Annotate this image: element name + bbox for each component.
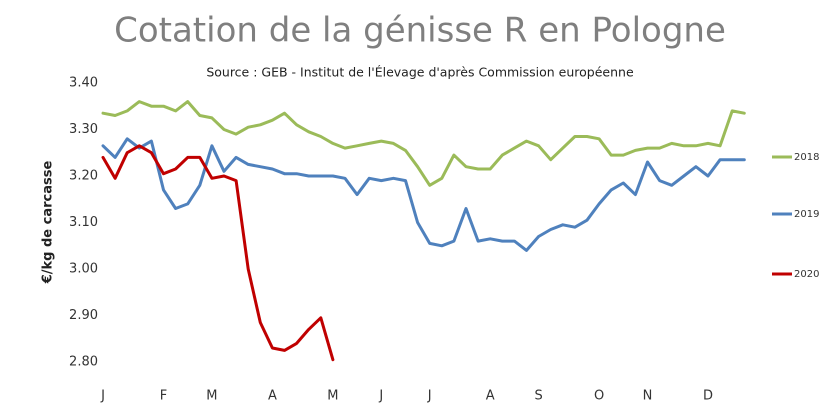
x-tick-label: M [327, 389, 338, 404]
x-tick-label: O [594, 389, 604, 404]
y-tick-label: 3.40 [69, 76, 98, 91]
chart-title: Cotation de la génisse R en Pologne [114, 11, 726, 51]
x-tick-label: F [160, 389, 167, 404]
x-tick-label: S [534, 389, 542, 404]
y-tick-label: 3.10 [69, 215, 98, 230]
series-line [101, 137, 746, 252]
chart-subtitle: Source : GEB - Institut de l'Élevage d'a… [206, 65, 634, 80]
legend-label: 2018 [794, 152, 819, 163]
legend-label: 2020 [794, 269, 819, 280]
x-tick-label: M [206, 389, 217, 404]
x-tick-label: N [643, 389, 653, 404]
x-tick-label: J [378, 389, 383, 404]
legend-label: 2019 [794, 209, 819, 220]
series-line [101, 144, 335, 362]
x-tick-label: J [100, 389, 105, 404]
series-line [101, 100, 746, 187]
x-tick-label: D [703, 389, 713, 404]
y-tick-label: 2.80 [69, 355, 98, 370]
y-tick-label: 2.90 [69, 308, 98, 323]
x-tick-label: J [427, 389, 432, 404]
y-axis-label: €/kg de carcasse [41, 161, 56, 285]
x-tick-label: A [268, 389, 277, 404]
y-tick-label: 3.30 [69, 122, 98, 137]
x-tick-label: A [486, 389, 495, 404]
y-tick-label: 3.00 [69, 262, 98, 277]
y-tick-label: 3.20 [69, 169, 98, 184]
